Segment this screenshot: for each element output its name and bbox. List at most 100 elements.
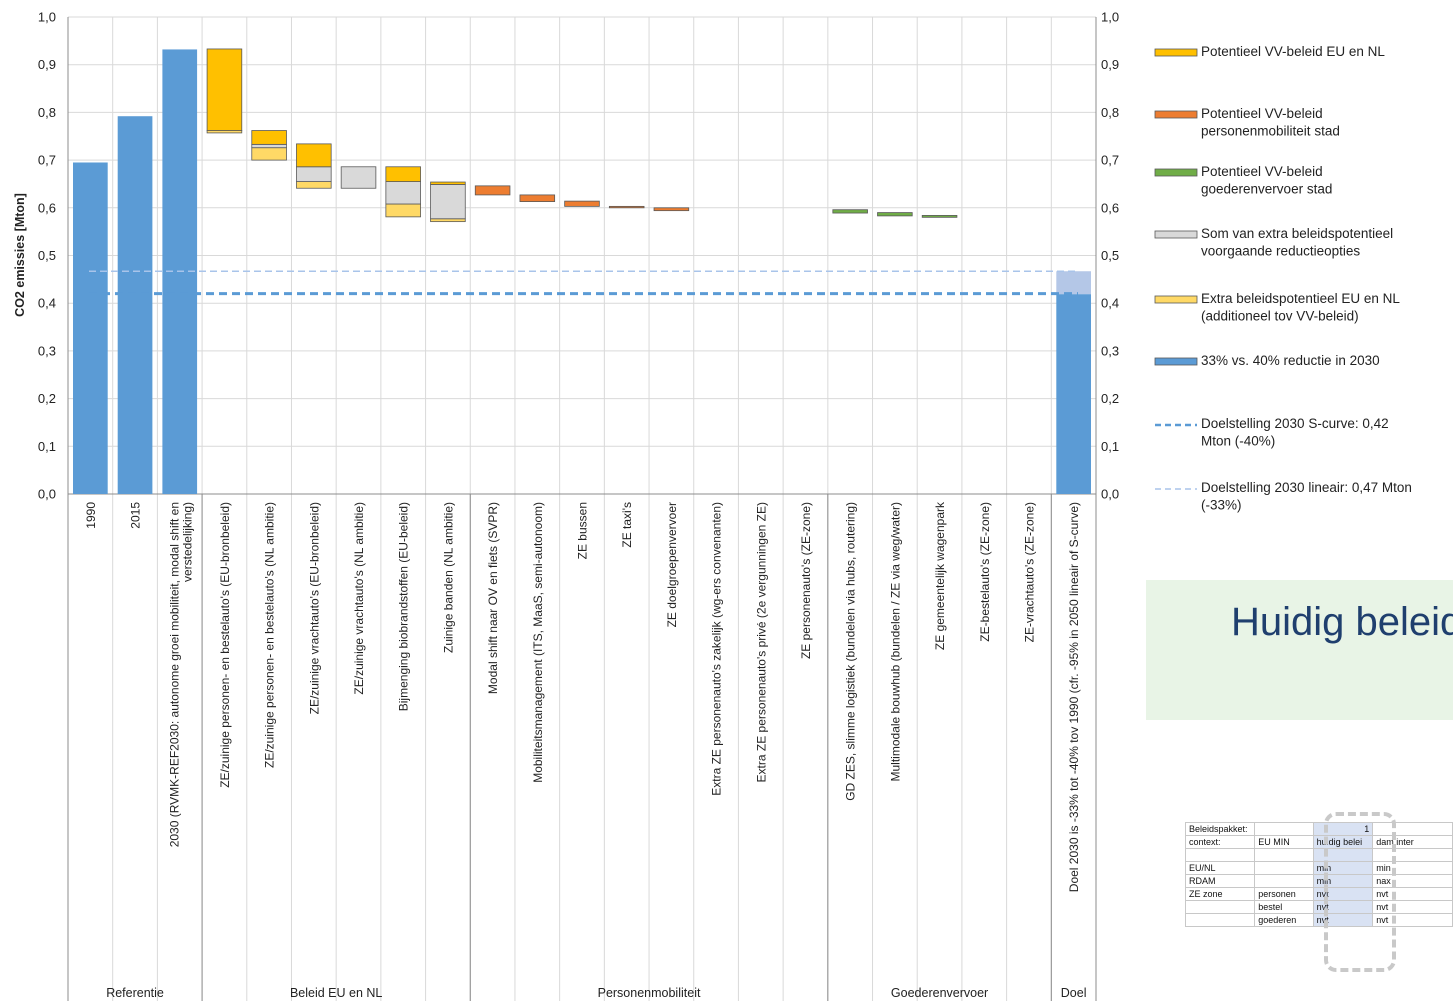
y-tick-right: 0,6: [1101, 200, 1119, 215]
callout-box: Huidig beleid mt (-17% i.p: [1146, 580, 1453, 720]
sheet-cell: [1254, 861, 1314, 875]
legend-swatch: [1154, 48, 1198, 57]
sheet-cell: Beleidspakket:: [1185, 822, 1256, 836]
x-tick-label: GD ZES, slimme logistiek (bundelen via h…: [844, 502, 858, 801]
y-tick-left: 0,5: [38, 248, 56, 263]
x-tick-label: ZE/zuinige personen- en bestelauto's (EU…: [218, 502, 232, 788]
y-tick-right: 1,0: [1101, 10, 1119, 25]
legend-swatch: [1154, 168, 1198, 177]
x-tick-label: ZE personenauto's (ZE-zone): [799, 502, 813, 659]
x-tick-label: ZE bussen: [576, 502, 590, 559]
y-tick-left: 1,0: [38, 10, 56, 25]
y-tick-right: 0,8: [1101, 105, 1119, 120]
y-tick-right: 0,4: [1101, 296, 1119, 311]
bar-segment: [832, 209, 868, 214]
bar-segment: [474, 185, 511, 196]
x-tick-label: ZE gemeentelijk wagenpark: [933, 501, 947, 650]
sheet-cell: [1254, 848, 1314, 862]
sheet-cell: EU/NL: [1185, 861, 1256, 875]
y-tick-right: 0,0: [1101, 487, 1119, 502]
x-tick-label: 2030 (RVMK-REF2030: autonome groei mobil…: [168, 502, 195, 847]
sheet-row: goederen nvt nvt: [1185, 913, 1453, 927]
sheet-row: [1185, 848, 1453, 862]
sheet-table: Beleidspakket: 1 context: EU MIN huidig bele…: [1185, 822, 1453, 927]
bar-segment: [206, 48, 243, 131]
y-tick-right: 0,2: [1101, 391, 1119, 406]
y-tick-right: 0,5: [1101, 248, 1119, 263]
x-tick-label: Extra ZE personenauto's zakelijk (wg-ers…: [710, 502, 724, 796]
dashed-selection-frame: [1324, 812, 1396, 972]
group-label: Beleid EU en NL: [290, 986, 382, 1000]
sheet-cell: ZE zone: [1185, 887, 1256, 901]
bar-segment: [385, 203, 421, 218]
bar-segment: [877, 212, 913, 217]
x-tick-label: Multimodale bouwhub (bundelen / ZE via w…: [888, 502, 902, 781]
y-tick-right: 0,1: [1101, 439, 1119, 454]
x-tick-label: Zuinige banden (NL ambitie): [441, 502, 455, 653]
y-tick-left: 0,8: [38, 105, 56, 120]
sheet-cell: [1254, 822, 1314, 836]
legend-swatch: [1154, 295, 1198, 304]
y-tick-right: 0,9: [1101, 57, 1119, 72]
sheet-cell: [1185, 848, 1256, 862]
bar-segment: [73, 162, 108, 495]
x-tick-label: 2015: [129, 502, 143, 529]
x-tick-label: Bijmenging biobrandstoffen (EU-beleid): [397, 502, 411, 711]
sheet-row: Beleidspakket: 1: [1185, 822, 1453, 836]
x-tick-label: Doel 2030 is -33% tot -40% tov 1990 (cfr…: [1067, 502, 1081, 892]
legend-swatch: [1154, 230, 1198, 239]
sheet-row: context: EU MIN huidig belei dam inter: [1185, 835, 1453, 849]
x-tick-label: ZE doelgroepenvervoer: [665, 502, 679, 627]
x-tick-label: ZE/zuinige vrachtauto's (EU-bronbeleid): [307, 502, 321, 714]
bar-segment: [1056, 294, 1091, 494]
bar-segment: [340, 166, 377, 189]
x-tick-label: Modal shift naar OV en fiets (SVPR): [486, 502, 500, 694]
sheet-row: ZE zone personen nvt nvt: [1185, 887, 1453, 901]
x-tick-label: Mobiliteitsmanagement (ITS, MaaS, semi-a…: [531, 502, 545, 783]
legend-label: Som van extra beleidspotentieel voorgaand…: [1201, 226, 1393, 259]
sheet-cell: EU MIN: [1254, 835, 1314, 849]
sheet-cell: personen: [1254, 887, 1314, 901]
x-tick-label: ZE taxi's: [620, 502, 634, 548]
bar-segment: [296, 166, 332, 182]
sheet-cell: context:: [1185, 835, 1256, 849]
y-tick-right: 0,7: [1101, 153, 1119, 168]
sheet-cell: bestel: [1254, 900, 1314, 914]
bar-segment: [519, 194, 556, 202]
bar-segment: [430, 181, 466, 185]
y-tick-left: 0,6: [38, 200, 56, 215]
x-tick-label: Extra ZE personenauto's privé (2e vergun…: [754, 502, 768, 782]
bar-segment: [430, 218, 466, 223]
legend-label: Potentieel VV-beleid personenmobiliteit s…: [1201, 106, 1340, 139]
y-tick-left: 0,4: [38, 296, 56, 311]
bar-segment: [117, 116, 153, 494]
bar-segment: [653, 207, 690, 212]
y-tick-left: 0,7: [38, 153, 56, 168]
y-axis-label: CO2 emissies [Mton]: [13, 193, 27, 317]
legend-label: Doelstelling 2030 S-curve: 0,42 Mton (-40…: [1201, 416, 1389, 449]
y-tick-right: 0,3: [1101, 343, 1119, 358]
sheet-cell: [1254, 874, 1314, 888]
legend-label: 33% vs. 40% reductie in 2030: [1201, 353, 1380, 368]
bar-segment: [251, 143, 287, 149]
x-tick-label: ZE/zuinige vrachtauto's (NL ambitie): [352, 502, 366, 695]
legend-label: Doelstelling 2030 lineair: 0,47 Mton (-33…: [1201, 480, 1412, 513]
bar-segment: [430, 184, 466, 220]
bar-segment: [564, 200, 600, 207]
sheet-row: EU/NL min min: [1185, 861, 1453, 875]
legend-label: Potentieel VV-beleid EU en NL: [1201, 44, 1385, 59]
legend-label: Potentieel VV-beleid goederenvervoer stad: [1201, 164, 1332, 197]
bar-segment: [296, 143, 332, 168]
legend-label: Extra beleidspotentieel EU en NL (additio…: [1201, 291, 1400, 324]
y-tick-left: 0,3: [38, 343, 56, 358]
y-tick-left: 0,1: [38, 439, 56, 454]
group-label: Referentie: [106, 986, 164, 1000]
sheet-cell: [1185, 913, 1256, 927]
spreadsheet-excerpt: Beleidspakket: 1 context: EU MIN huidig bele…: [1185, 822, 1453, 968]
group-label: Goederenvervoer: [891, 986, 988, 1000]
sheet-cell: goederen: [1254, 913, 1314, 927]
y-tick-left: 0,9: [38, 57, 56, 72]
sheet-cell: [1185, 900, 1256, 914]
callout-text: Huidig beleid mt (-17% i.p: [1231, 600, 1453, 644]
bar-segment: [385, 166, 421, 182]
